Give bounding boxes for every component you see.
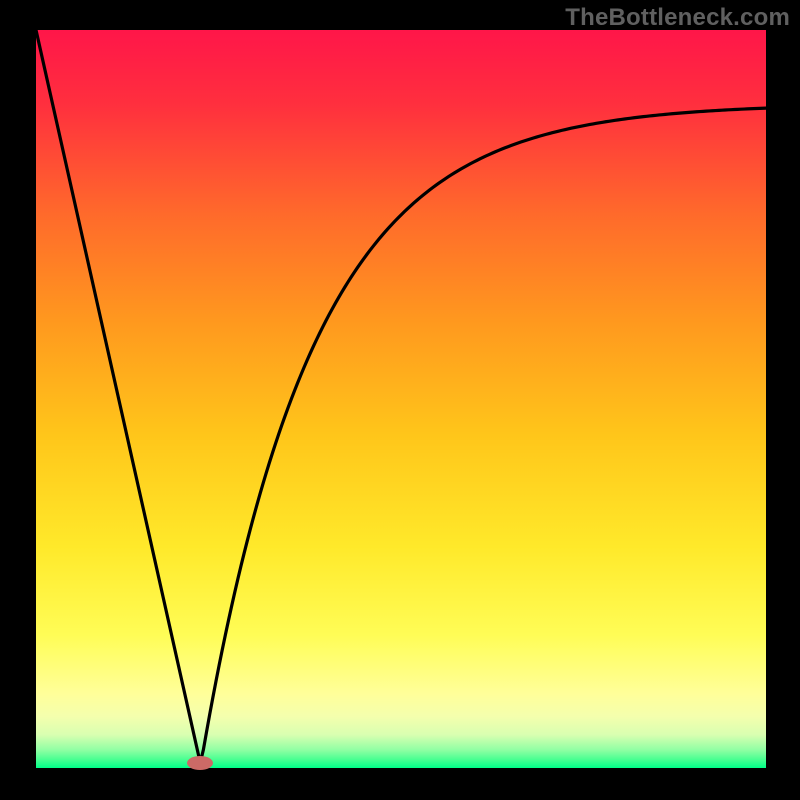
curve-svg <box>36 30 766 768</box>
bottleneck-curve <box>36 30 766 763</box>
plot-area <box>36 30 766 768</box>
chart-root: TheBottleneck.com <box>0 0 800 800</box>
watermark-text: TheBottleneck.com <box>565 4 790 32</box>
minimum-marker <box>187 756 213 770</box>
